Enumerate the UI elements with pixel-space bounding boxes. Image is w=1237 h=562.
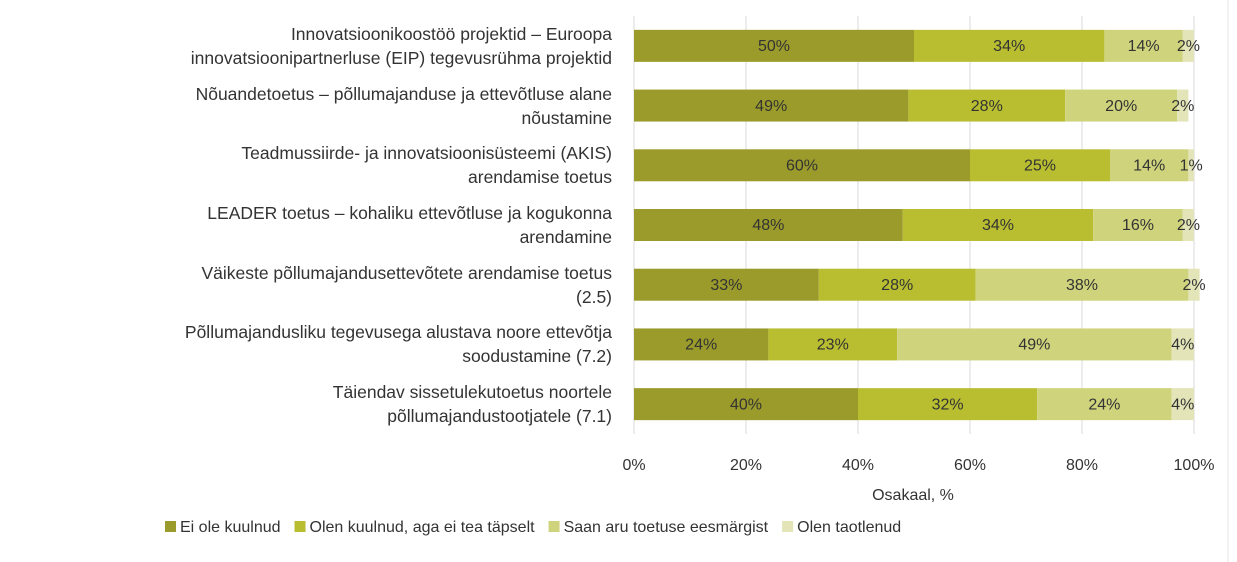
x-tick-label: 80% xyxy=(1066,457,1098,474)
data-label: 4% xyxy=(1171,396,1194,413)
x-tick-label: 100% xyxy=(1174,457,1215,474)
x-tick-label: 0% xyxy=(622,457,645,474)
bar-segment xyxy=(1188,268,1200,301)
bar-segment xyxy=(914,29,1105,62)
bar-segment xyxy=(634,89,909,122)
data-label: 34% xyxy=(993,38,1025,55)
legend-swatch xyxy=(782,521,794,532)
bar-segment xyxy=(975,268,1189,301)
y-tick-label: Põllumajandusliku tegevusega alustava no… xyxy=(184,322,612,367)
data-label: 4% xyxy=(1171,337,1194,354)
bar-segment xyxy=(634,149,970,182)
data-label: 24% xyxy=(1088,396,1120,413)
data-label: 60% xyxy=(786,158,818,175)
bar-segment xyxy=(970,149,1110,182)
data-label: 24% xyxy=(685,337,717,354)
bar-segment xyxy=(768,328,898,361)
bar-segment xyxy=(897,328,1172,361)
data-label: 40% xyxy=(730,396,762,413)
y-tick-label: Nõuandetoetus – põllumajanduse ja ettevõ… xyxy=(195,83,612,128)
bar-segment xyxy=(1104,29,1183,62)
data-label: 34% xyxy=(982,217,1014,234)
bar-segment xyxy=(634,268,819,301)
bar-segment xyxy=(634,328,769,361)
data-label: 16% xyxy=(1122,217,1154,234)
bar-segment xyxy=(1177,89,1189,122)
data-label: 49% xyxy=(755,98,787,115)
bar-segment xyxy=(902,209,1094,241)
bar-segment xyxy=(1171,328,1194,361)
data-label: 50% xyxy=(758,38,790,55)
legend-swatch xyxy=(294,521,306,532)
data-label: 2% xyxy=(1177,38,1200,55)
data-label: 1% xyxy=(1180,158,1203,175)
bar-segment xyxy=(1093,209,1183,241)
bar-segment xyxy=(634,388,858,421)
bar-segment xyxy=(1182,29,1194,62)
legend-swatch xyxy=(165,521,176,532)
bar-segment xyxy=(1171,388,1194,421)
bar-segment xyxy=(908,89,1066,122)
bar-segment xyxy=(858,388,1038,421)
x-tick-label: 40% xyxy=(842,457,874,474)
y-tick-label: Täiendav sissetulekutoetus noortele põll… xyxy=(332,382,612,427)
bar-segment xyxy=(634,209,903,241)
x-tick-label: 60% xyxy=(954,457,986,474)
data-label: 25% xyxy=(1024,158,1056,175)
bar-segment xyxy=(1182,209,1194,241)
data-label: 28% xyxy=(971,98,1003,115)
data-label: 49% xyxy=(1018,337,1050,354)
data-label: 23% xyxy=(817,337,849,354)
data-label: 2% xyxy=(1177,217,1200,234)
legend-label: Olen kuulnud, aga ei tea täpselt xyxy=(310,519,536,536)
data-label: 33% xyxy=(710,277,742,294)
data-label: 2% xyxy=(1171,98,1194,115)
data-label: 38% xyxy=(1066,277,1098,294)
data-label: 2% xyxy=(1182,277,1205,294)
data-label: 14% xyxy=(1133,158,1165,175)
bar-segment xyxy=(818,268,976,301)
data-label: 14% xyxy=(1128,38,1160,55)
legend-label: Ei ole kuulnud xyxy=(180,519,281,536)
legend-swatch xyxy=(548,521,560,532)
bar-segment xyxy=(1188,149,1194,182)
data-label: 28% xyxy=(881,277,913,294)
data-label: 48% xyxy=(752,217,784,234)
bar-segment xyxy=(1037,388,1172,421)
x-axis-label: Osakaal, % xyxy=(872,487,954,504)
bar-segment xyxy=(1110,149,1189,182)
data-label: 20% xyxy=(1105,98,1137,115)
x-tick-label: 20% xyxy=(730,457,762,474)
bar-segment xyxy=(1065,89,1178,122)
legend-label: Olen taotlenud xyxy=(797,519,901,536)
y-tick-label: Innovatsioonikoostöö projektid – Euroopa… xyxy=(190,23,612,68)
legend-label: Saan aru toetuse eesmärgist xyxy=(564,519,769,536)
bar-segment xyxy=(634,29,914,62)
y-tick-label: Teadmussiirde- ja innovatsioonisüsteemi … xyxy=(241,143,612,188)
y-tick-label: LEADER toetus – kohaliku ettevõtluse ja … xyxy=(207,203,612,247)
y-tick-label: Väikeste põllumajandusettevõtete arendam… xyxy=(201,262,612,307)
data-label: 32% xyxy=(932,396,964,413)
